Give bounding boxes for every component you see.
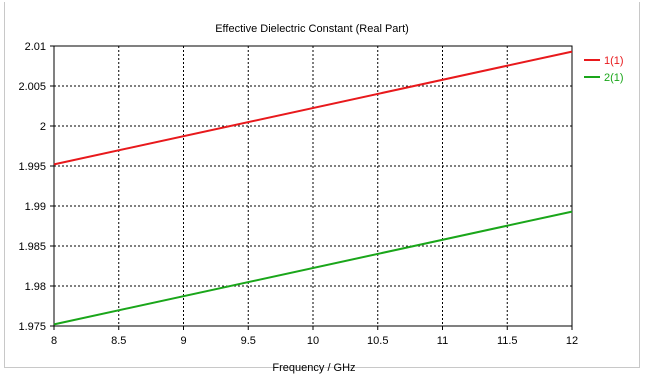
x-tick-label: 9 [180, 335, 186, 347]
chart-title: Effective Dielectric Constant (Real Part… [215, 23, 409, 35]
series-group [53, 50, 573, 326]
series-line-1 [53, 50, 573, 166]
x-axis: 8 8.5 9 9.5 10 10.5 11 11.5 12 [51, 326, 578, 347]
x-tick-label: 8.5 [111, 335, 126, 347]
x-tick-label: 11 [437, 335, 448, 347]
y-tick-label: 2 [40, 121, 46, 133]
legend[interactable]: 1(1) 2(1) [584, 55, 624, 84]
y-tick-label: 2.005 [18, 81, 46, 93]
series-line-2 [53, 210, 573, 326]
plot-window-frame [4, 2, 640, 368]
y-tick-label: 1.98 [25, 281, 46, 293]
legend-label: 2(1) [604, 72, 624, 84]
x-tick-label: 12 [566, 335, 578, 347]
x-tick-label: 10.5 [367, 335, 388, 347]
x-tick-label: 10 [307, 335, 319, 347]
y-tick-label: 1.985 [18, 241, 46, 253]
y-axis: 2.01 2.005 2 1.995 1.99 1.985 1.98 1.975 [18, 41, 54, 333]
y-tick-label: 1.975 [18, 321, 46, 333]
x-tick-label: 9.5 [241, 335, 256, 347]
x-axis-label: Frequency / GHz [272, 362, 355, 374]
y-tick-label: 1.995 [18, 161, 46, 173]
x-tick-label: 11.5 [497, 335, 518, 347]
x-tick-label: 8 [51, 335, 57, 347]
grid [54, 46, 572, 326]
y-tick-label: 1.99 [25, 201, 46, 213]
legend-label: 1(1) [604, 55, 624, 67]
y-tick-label: 2.01 [25, 41, 46, 53]
